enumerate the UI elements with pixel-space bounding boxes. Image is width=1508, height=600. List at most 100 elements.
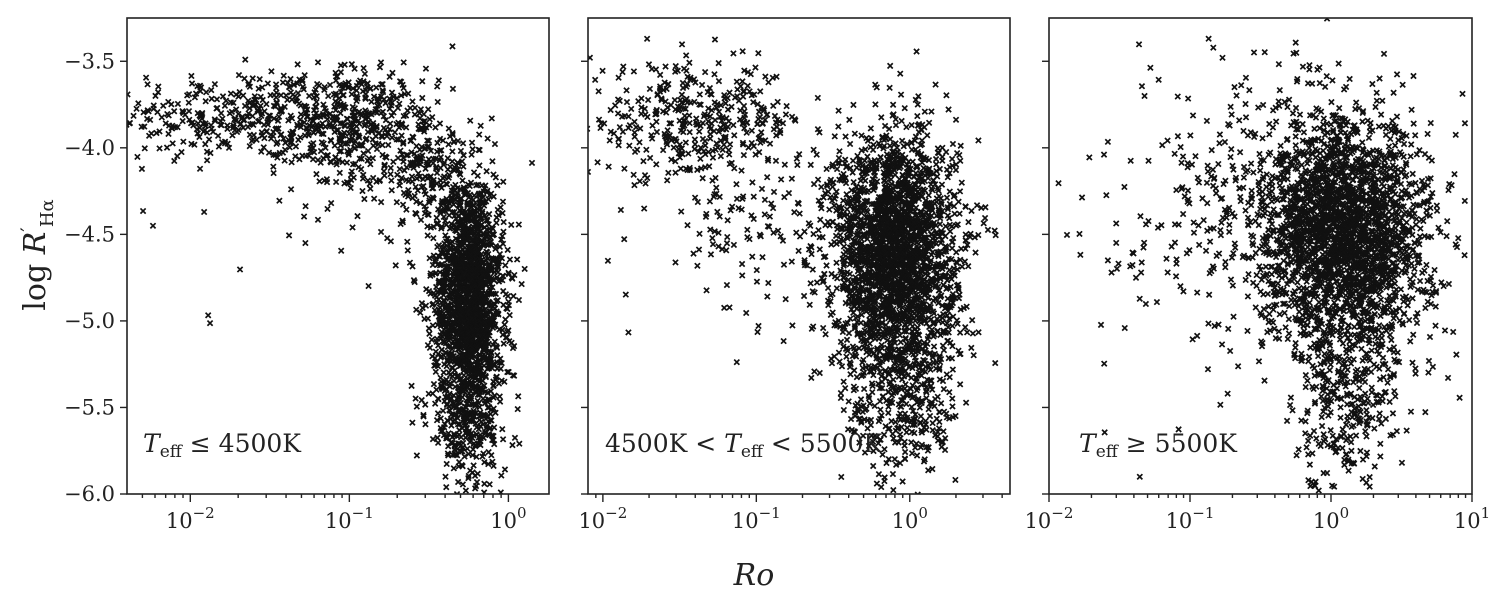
data-point	[134, 153, 141, 161]
data-point	[711, 228, 718, 235]
data-point	[720, 141, 728, 148]
data-point	[738, 167, 745, 174]
data-point	[662, 63, 669, 70]
data-point	[800, 292, 808, 300]
data-point	[462, 189, 469, 197]
data-point	[755, 115, 762, 123]
data-point	[991, 227, 998, 234]
data-point	[480, 242, 487, 249]
data-point	[456, 199, 464, 206]
data-point	[953, 149, 961, 157]
data-point	[148, 130, 155, 137]
data-point	[658, 96, 665, 104]
data-point	[835, 203, 843, 210]
data-point	[434, 363, 442, 370]
data-point	[492, 174, 500, 181]
data-point	[744, 82, 751, 90]
data-point	[386, 125, 393, 133]
data-point	[127, 119, 134, 127]
data-point	[705, 163, 713, 170]
data-point	[141, 145, 148, 152]
data-point	[701, 68, 709, 76]
data-point	[472, 244, 479, 252]
data-point	[232, 117, 240, 124]
data-point	[435, 395, 442, 403]
data-point	[475, 425, 483, 433]
data-point	[872, 101, 879, 108]
data-point	[420, 125, 427, 133]
data-point	[97, 107, 102, 112]
data-point	[466, 296, 474, 304]
data-point	[448, 422, 455, 429]
data-point	[174, 124, 181, 131]
data-point	[715, 128, 722, 135]
data-point	[470, 271, 477, 279]
data-point	[866, 159, 874, 167]
data-point	[349, 224, 356, 231]
data-point	[726, 151, 733, 158]
data-point	[772, 157, 780, 165]
data-point	[224, 125, 231, 133]
data-point	[487, 353, 494, 360]
data-point	[439, 137, 447, 144]
data-point	[925, 119, 933, 126]
data-point	[653, 110, 660, 118]
data-point	[344, 115, 351, 123]
data-point	[256, 75, 263, 83]
data-point	[686, 119, 693, 127]
data-point	[443, 203, 451, 210]
data-point	[449, 515, 454, 520]
data-point	[499, 331, 507, 338]
data-point	[135, 100, 142, 107]
data-point	[213, 96, 221, 103]
data-point	[337, 247, 345, 254]
data-point	[764, 293, 771, 300]
data-point	[483, 326, 491, 333]
data-point	[656, 88, 664, 95]
data-point	[715, 77, 723, 85]
data-point	[179, 117, 186, 125]
data-point	[425, 211, 432, 219]
data-point	[763, 173, 771, 181]
data-point	[422, 302, 430, 309]
data-point	[241, 75, 248, 82]
data-point	[453, 358, 461, 366]
data-point	[516, 440, 523, 447]
data-point	[260, 144, 267, 151]
data-point	[141, 123, 148, 130]
data-point	[481, 318, 488, 326]
data-point	[951, 210, 958, 217]
data-point	[475, 497, 480, 502]
data-point	[724, 233, 731, 241]
data-point	[443, 401, 451, 409]
data-point	[845, 276, 852, 283]
data-point	[506, 256, 514, 263]
data-point	[748, 127, 756, 134]
data-point	[473, 238, 480, 246]
data-point	[515, 296, 523, 304]
data-point	[779, 120, 787, 127]
data-point	[914, 148, 922, 156]
data-point	[814, 94, 822, 102]
data-point	[711, 71, 718, 78]
data-point	[698, 81, 706, 89]
data-point	[326, 81, 334, 89]
x-tick-label: 10−1	[325, 504, 374, 533]
data-point	[316, 178, 323, 185]
data-point	[714, 100, 721, 108]
data-point	[653, 161, 660, 168]
data-point	[814, 126, 822, 133]
data-point	[459, 264, 467, 271]
data-point	[127, 121, 130, 128]
data-point	[305, 131, 312, 139]
data-point	[494, 182, 501, 189]
data-point	[619, 68, 626, 76]
data-point	[152, 92, 159, 100]
data-point	[642, 180, 649, 187]
data-point	[491, 338, 499, 345]
data-point	[408, 149, 415, 156]
data-point	[604, 257, 612, 265]
data-point	[483, 168, 490, 175]
data-point	[477, 441, 484, 449]
data-point	[258, 132, 266, 139]
